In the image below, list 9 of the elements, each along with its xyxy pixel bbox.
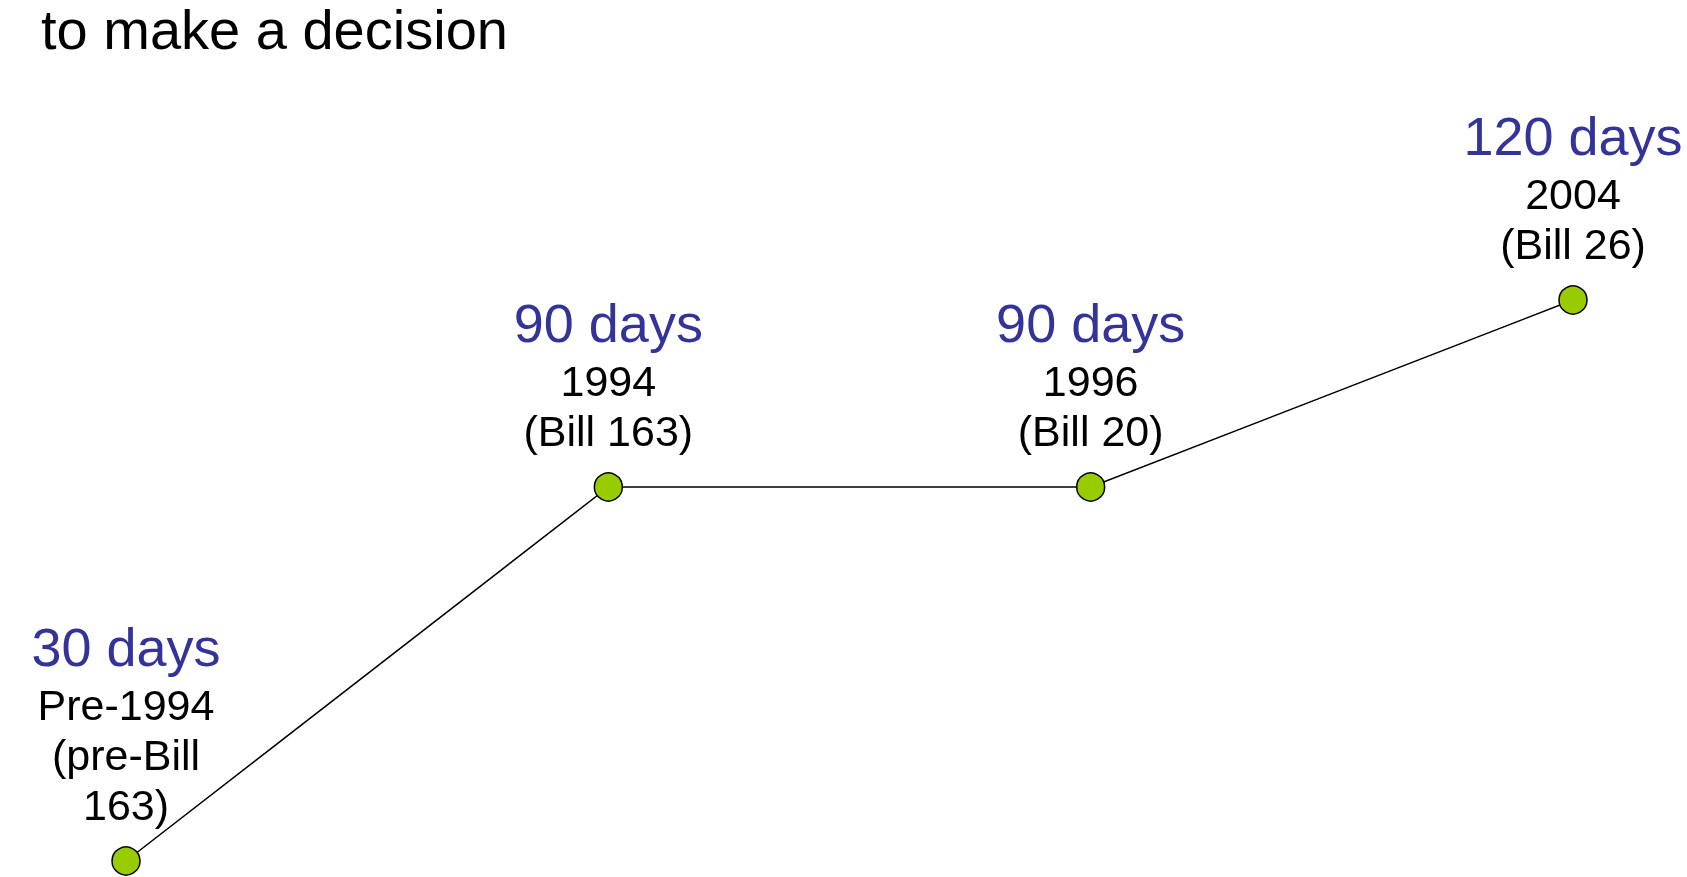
data-label: 30 days	[31, 617, 221, 678]
x-tick-label: Pre-1994 (pre-Bill 163)	[37, 681, 215, 830]
data-label: 90 days	[513, 293, 703, 354]
x-tick-label: 2004 (Bill 26)	[1500, 170, 1646, 269]
data-label: 90 days	[996, 293, 1186, 354]
x-tick-label: 1996 (Bill 20)	[1017, 357, 1164, 456]
chart-title: to make a decision	[41, 0, 508, 61]
data-label: 120 days	[1463, 106, 1683, 167]
x-tick-label: 1994 (Bill 163)	[523, 357, 694, 456]
